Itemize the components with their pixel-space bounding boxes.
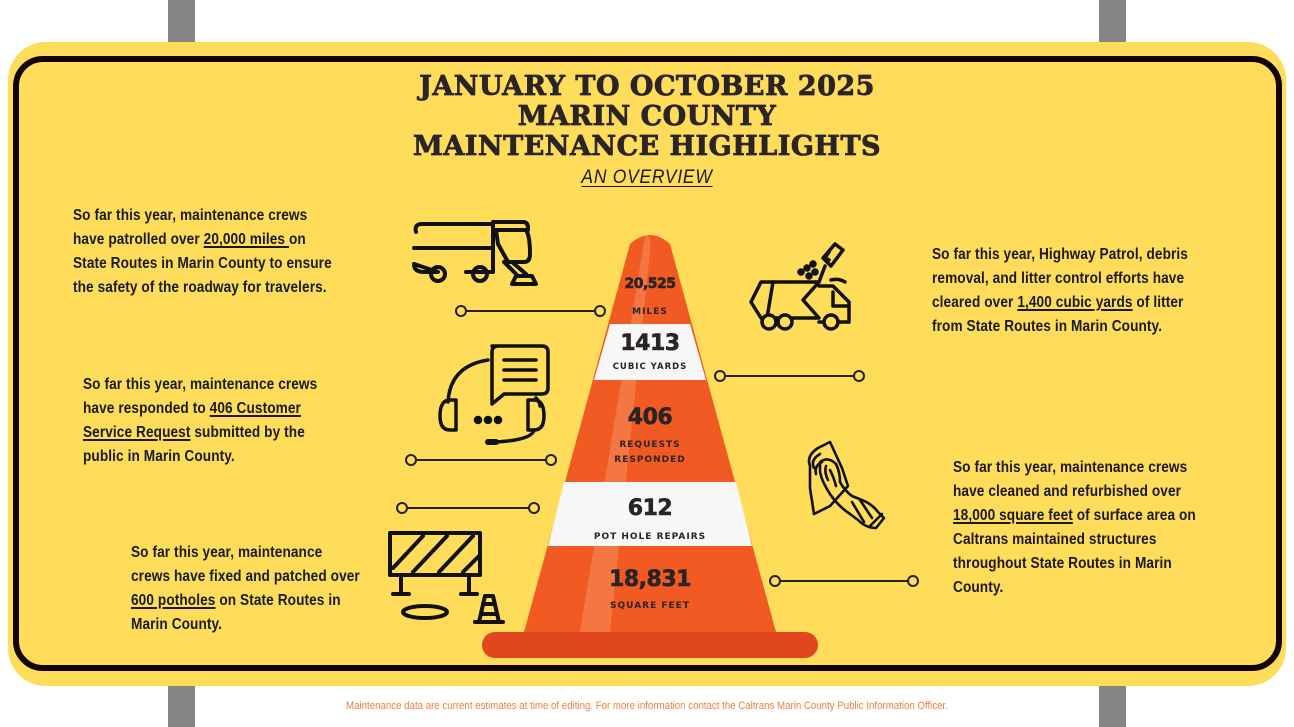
road-sign-border	[13, 56, 1282, 671]
miles-patrolled-paragraph: So far this year, maintenance crews have…	[73, 204, 337, 300]
stat-potholes-value: 612	[627, 496, 673, 522]
sign-post-top-right	[1099, 0, 1126, 44]
stat-requests-value: 406	[627, 405, 673, 431]
paragraph-text: on State Routes in Marin County to ensur…	[73, 231, 332, 296]
traffic-cone-graphic	[482, 235, 818, 658]
surface-cleaning-paragraph: So far this year, maintenance crews have…	[953, 456, 1208, 600]
paragraph-text: of litter from State Routes in Marin Cou…	[932, 294, 1184, 335]
page-subtitle: AN OVERVIEW	[581, 167, 713, 188]
road-barrier-icon	[388, 531, 505, 624]
stat-cubic-yards-value: 1413	[620, 331, 680, 357]
sign-post-top-left	[168, 0, 195, 44]
paragraph-text: So far this year, Highway Patrol, debris…	[932, 246, 1188, 311]
service-requests-paragraph: So far this year, maintenance crews have…	[83, 373, 329, 469]
paragraph-text: on State Routes in Marin County.	[131, 592, 341, 633]
headset-chat-icon	[438, 344, 550, 445]
highlight-litter: 1,400 cubic yards	[1017, 294, 1133, 311]
stat-miles-value: 20,525	[624, 276, 676, 293]
connector-line	[714, 370, 865, 382]
highlight-requests: 406 Customer Service Request	[83, 400, 301, 441]
stat-square-feet-value: 18,831	[609, 567, 692, 593]
potholes-paragraph: So far this year, maintenance crews have…	[131, 541, 364, 637]
connector-line	[396, 502, 540, 514]
stat-cubic-yards-label: CUBIC YARDS	[612, 362, 688, 372]
litter-paragraph: So far this year, Highway Patrol, debris…	[932, 243, 1200, 339]
stat-requests-label-line-1: REQUESTS	[619, 440, 681, 450]
garbage-truck-icon	[749, 242, 851, 331]
highlight-square-feet: 18,000 square feet	[953, 507, 1073, 524]
title-line-3: MAINTENANCE HIGHLIGHTS	[412, 131, 882, 162]
paragraph-text: of surface area on Caltrans maintained s…	[953, 507, 1196, 596]
stat-square-feet-label: SQUARE FEET	[610, 601, 690, 611]
stat-requests-label-line-2: RESPONDED	[614, 455, 686, 465]
sign-post-bottom-right	[1099, 684, 1126, 727]
paragraph-text: So far this year, maintenance crews have…	[73, 207, 308, 248]
title-line-2: MARIN COUNTY	[517, 101, 777, 132]
title-line-1: JANUARY TO OCTOBER 2025	[419, 71, 875, 102]
stat-potholes-label: POT HOLE REPAIRS	[593, 532, 707, 542]
cleaning-glove-icon	[807, 440, 886, 530]
connector-line	[455, 305, 606, 317]
paragraph-text: So far this year, maintenance crews have…	[83, 376, 318, 417]
street-sweeper-icon	[412, 220, 538, 286]
paragraph-text: So far this year, maintenance crews have…	[953, 459, 1188, 500]
stat-miles-label: MILES	[632, 307, 668, 317]
page-title: JANUARY TO OCTOBER 2025 MARIN COUNTY MAI…	[340, 71, 954, 162]
stat-requests-label: REQUESTS RESPONDED	[480, 438, 820, 468]
footer-note: Maintenance data are current estimates a…	[346, 700, 948, 712]
paragraph-text: So far this year, maintenance crews have…	[131, 544, 360, 585]
highlight-potholes: 600 potholes	[131, 592, 216, 609]
connector-line	[405, 454, 557, 466]
highlight-miles: 20,000 miles	[203, 231, 289, 248]
sign-post-bottom-left	[168, 684, 195, 727]
connector-line	[769, 575, 919, 587]
paragraph-text: submitted by the public in Marin County.	[83, 424, 305, 465]
